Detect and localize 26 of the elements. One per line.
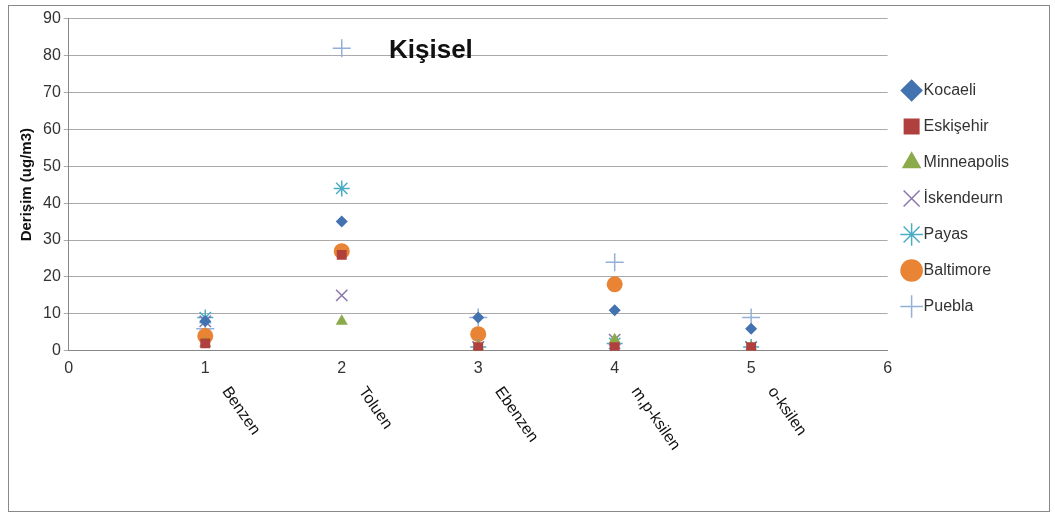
y-axis-title: Derişim (ug/m3) xyxy=(17,128,35,242)
y-tick-label: 10 xyxy=(43,304,61,322)
y-tick-label: 30 xyxy=(43,230,61,248)
x-tick-label: 4 xyxy=(610,358,620,376)
y-tick-label: 20 xyxy=(43,267,61,285)
x-tick-label: 1 xyxy=(200,358,210,376)
legend-label: Minneapolis xyxy=(923,152,1010,170)
x-tick-label: 6 xyxy=(883,358,893,376)
y-tick-label: 80 xyxy=(43,45,61,63)
legend-label: İskendeurn xyxy=(923,187,1003,206)
x-tick-label: 3 xyxy=(473,358,483,376)
x-tick-label: 5 xyxy=(746,358,756,376)
legend-label: Payas xyxy=(923,224,969,242)
y-tick-label: 50 xyxy=(43,156,61,174)
x-tick-label: 2 xyxy=(337,358,347,376)
legend-label: Baltimore xyxy=(923,260,992,278)
x-tick-label: 0 xyxy=(64,358,74,376)
legend-label: Puebla xyxy=(923,296,974,314)
y-tick-label: 70 xyxy=(43,82,61,100)
y-tick-label: 60 xyxy=(43,119,61,137)
legend-label: Eskişehir xyxy=(923,116,990,134)
y-tick-label: 0 xyxy=(51,341,61,359)
legend-label: Kocaeli xyxy=(923,80,977,98)
y-tick-label: 90 xyxy=(43,9,61,27)
text: Kişisel xyxy=(389,34,473,65)
y-tick-label: 40 xyxy=(43,193,61,211)
